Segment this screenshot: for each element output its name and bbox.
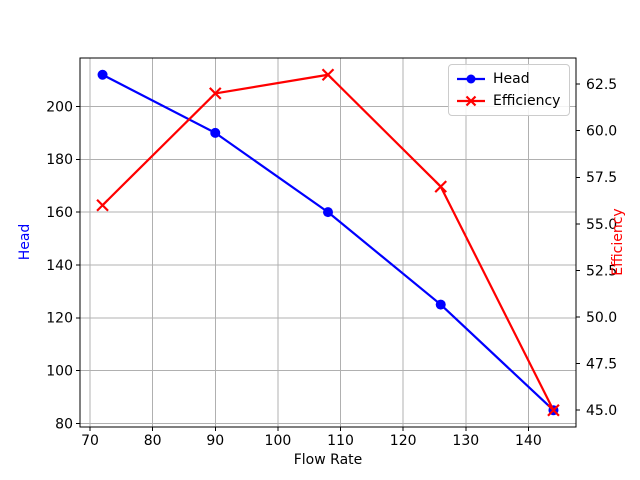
left-y-axis-label: Head bbox=[17, 223, 33, 261]
head-marker bbox=[323, 207, 333, 218]
right-y-tick-label: 47.5 bbox=[586, 357, 617, 373]
left-y-tick-label: 140 bbox=[46, 258, 73, 274]
chart-legend: Head Efficiency bbox=[448, 64, 571, 116]
head-marker bbox=[210, 127, 221, 138]
right-y-tick-label: 52.5 bbox=[586, 263, 617, 279]
right-y-axis-label: Efficiency bbox=[610, 208, 626, 276]
efficiency-marker bbox=[434, 180, 448, 193]
right-y-tick-label: 45.0 bbox=[586, 403, 617, 419]
head-marker bbox=[97, 69, 108, 80]
left-y-tick-label: 160 bbox=[46, 205, 73, 221]
legend-label-efficiency: Efficiency bbox=[493, 93, 561, 109]
left-y-tick-label: 120 bbox=[46, 311, 73, 327]
left-y-tick-label: 100 bbox=[46, 364, 73, 380]
left-y-tick-label: 180 bbox=[46, 152, 73, 168]
x-axis-label: Flow Rate bbox=[293, 452, 363, 468]
head-line bbox=[102, 73, 555, 412]
x-tick-label: 120 bbox=[390, 433, 417, 449]
x-tick-label: 100 bbox=[265, 433, 292, 449]
right-y-tick-label: 60.0 bbox=[586, 124, 617, 140]
efficiency-line bbox=[101, 73, 555, 411]
left-y-tick-label: 80 bbox=[55, 416, 73, 432]
x-tick-label: 140 bbox=[515, 433, 542, 449]
x-tick-label: 70 bbox=[81, 433, 99, 449]
right-y-tick-label: 62.5 bbox=[586, 77, 617, 93]
x-tick-label: 130 bbox=[452, 433, 479, 449]
head-line-marker-icon bbox=[457, 74, 485, 84]
head-marker bbox=[435, 299, 446, 310]
efficiency-marker bbox=[321, 68, 335, 82]
efficiency-line-marker-icon bbox=[457, 95, 485, 107]
legend-entry-head: Head bbox=[456, 70, 560, 88]
legend-label-head: Head bbox=[493, 71, 530, 87]
legend-entry-efficiency: Efficiency bbox=[456, 92, 560, 110]
right-y-tick-label: 55.0 bbox=[586, 217, 617, 233]
x-tick-label: 90 bbox=[206, 433, 224, 449]
efficiency-marker bbox=[208, 87, 222, 100]
x-tick-label: 80 bbox=[144, 433, 162, 449]
efficiency-marker bbox=[96, 198, 109, 212]
plot-border bbox=[79, 57, 577, 428]
x-tick-label: 110 bbox=[327, 433, 354, 449]
right-y-tick-label: 57.5 bbox=[586, 170, 617, 186]
right-y-tick-label: 50.0 bbox=[586, 310, 617, 326]
efficiency-marker bbox=[547, 403, 560, 417]
left-y-tick-label: 200 bbox=[46, 99, 73, 115]
